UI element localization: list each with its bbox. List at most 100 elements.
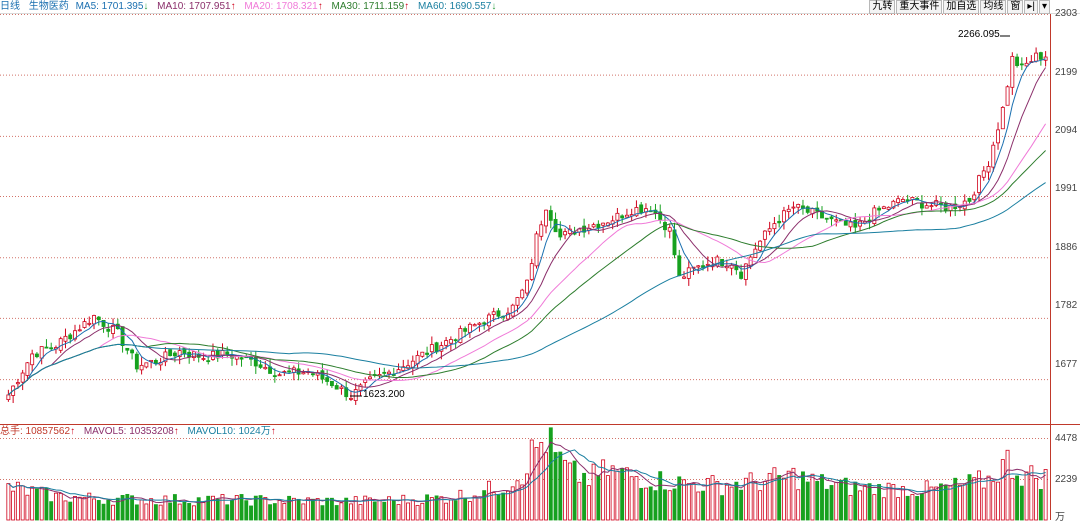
volume-bar: [153, 504, 158, 521]
volume-bar: [282, 503, 287, 521]
volume-bar: [339, 502, 344, 521]
volume-bar: [839, 479, 843, 521]
candle-body: [591, 224, 596, 228]
mavol10-line: [8, 449, 1046, 503]
volume-bar: [501, 492, 506, 521]
volume-bar: [191, 505, 196, 521]
volume-bar: [477, 497, 482, 521]
window-button[interactable]: 窗: [1007, 0, 1024, 14]
candle-body: [49, 347, 54, 350]
candle-body: [191, 351, 196, 358]
candle-body: [829, 216, 834, 220]
volume-bar: [196, 497, 201, 521]
pin-icon[interactable]: ▸|: [1024, 0, 1038, 14]
candle-body: [896, 198, 901, 203]
volume-bar: [748, 472, 753, 521]
volume-bar: [182, 501, 187, 521]
candle-body: [981, 170, 986, 178]
candle-body: [353, 389, 358, 401]
candle-body: [596, 223, 601, 229]
volume-bar: [215, 498, 220, 521]
candle-body: [92, 315, 96, 325]
volume-bar: [68, 501, 73, 521]
volume-bar: [991, 481, 996, 521]
candle-body: [44, 346, 49, 349]
candle-body: [144, 362, 149, 368]
volume-bar: [49, 501, 54, 521]
volume-bar: [163, 495, 168, 521]
candle-body: [624, 214, 629, 218]
volume-ma-lines: [8, 441, 1046, 504]
candle-body: [796, 204, 801, 208]
volume-bar: [1024, 471, 1029, 521]
volume-bar: [762, 481, 767, 521]
candle-body: [805, 206, 810, 213]
volume-bar: [539, 442, 544, 521]
volume-bar: [382, 501, 387, 521]
mavol5-value: MAVOL5: 10353208↑: [83, 426, 179, 437]
major-events-button[interactable]: 重大事件: [896, 0, 943, 14]
volume-bar: [515, 480, 520, 521]
candle-body: [924, 205, 929, 209]
volume-bar: [886, 482, 891, 521]
volume-bar: [6, 483, 11, 521]
candle-body: [582, 225, 587, 233]
volume-bar: [453, 500, 458, 521]
volume-bar: [458, 489, 463, 521]
volume-bar: [467, 501, 472, 521]
volume-bar: [867, 483, 872, 521]
volume-bar: [767, 472, 772, 521]
volume-bar: [1019, 485, 1024, 521]
volume-bar: [962, 483, 967, 521]
volume-bar: [291, 497, 296, 521]
volume-bar: [344, 497, 349, 521]
volume-bar: [896, 497, 901, 521]
volume-bar: [872, 494, 877, 521]
volume-bar: [967, 474, 972, 521]
volume-bar: [510, 486, 515, 521]
volume-bar: [810, 473, 815, 521]
candle-body: [429, 344, 434, 353]
candle-body: [772, 223, 777, 230]
volume-bar: [724, 484, 729, 521]
candle-body: [977, 175, 981, 193]
volume-bar: [900, 486, 905, 521]
volume-bar: [11, 490, 16, 521]
candle-body: [539, 224, 544, 237]
volume-legend: 总手: 10857562↑ MAVOL5: 10353208↑ MAVOL10:…: [0, 425, 282, 439]
volume-bar: [753, 481, 758, 521]
volume-bar: [1015, 475, 1020, 521]
candle-body: [972, 194, 977, 201]
volume-bar: [239, 494, 244, 521]
volume-bar: [363, 495, 368, 521]
volume-bar: [301, 503, 306, 521]
volume-bar: [92, 498, 96, 521]
candle-body: [253, 357, 258, 367]
volume-bar: [39, 486, 44, 521]
candle-body: [68, 334, 73, 340]
volume-bar: [1029, 465, 1034, 521]
volume-bar: [439, 496, 444, 521]
candle-body: [6, 394, 11, 401]
volume-bar: [943, 484, 948, 521]
volume-bar: [929, 486, 934, 521]
volume-bar: [263, 497, 268, 521]
volume-bar: [582, 472, 587, 521]
nine-turn-button[interactable]: 九转: [869, 0, 896, 14]
volume-bar: [853, 481, 858, 521]
volume-bar: [834, 481, 839, 521]
volume-bar: [905, 495, 910, 521]
volume-bar: [20, 485, 25, 521]
chevron-down-icon[interactable]: ▾: [1038, 0, 1050, 14]
volume-bar: [234, 495, 239, 521]
volume-bar: [824, 488, 829, 521]
volume-bar: [368, 497, 372, 521]
volume-bar: [667, 490, 672, 521]
candle-body: [891, 200, 896, 209]
price-tick-label: 2094: [1055, 125, 1078, 136]
ma-line-button[interactable]: 均线: [980, 0, 1007, 14]
volume-bar: [658, 471, 663, 521]
add-self-select-button[interactable]: 加自选: [943, 0, 980, 14]
volume-bar: [615, 470, 620, 521]
